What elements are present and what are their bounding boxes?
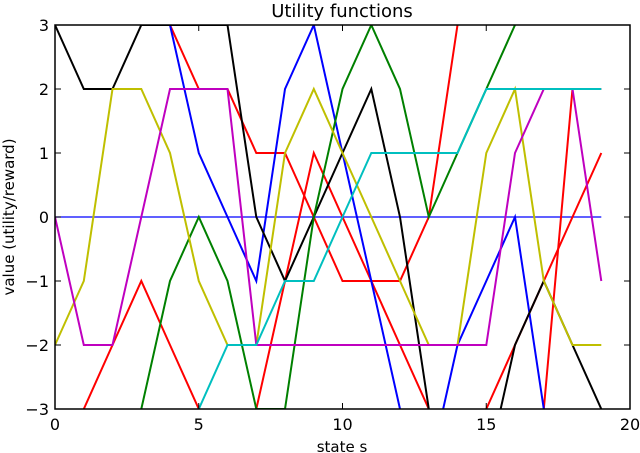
y-tick-label: 3	[39, 16, 49, 35]
series-line-5	[168, 25, 402, 409]
x-axis-title: state s	[317, 438, 368, 453]
x-tick-label: 20	[620, 415, 640, 434]
series-line-11	[55, 88, 603, 346]
series-line-12	[197, 88, 602, 409]
series-line-7	[55, 25, 603, 409]
y-tick-label: 1	[39, 144, 49, 163]
y-tick-label: −3	[25, 400, 49, 419]
chart-title: Utility functions	[271, 1, 413, 22]
series-layer	[55, 25, 603, 409]
x-tick-label: 0	[50, 415, 60, 434]
y-tick-label: 0	[39, 208, 49, 227]
y-tick-label: −1	[25, 272, 49, 291]
y-tick-label: 2	[39, 80, 49, 99]
x-tick-label: 10	[332, 415, 352, 434]
x-tick-label: 5	[194, 415, 204, 434]
y-tick-label: −2	[25, 336, 49, 355]
y-axis-title: value (utility/reward)	[0, 138, 18, 295]
series-line-6	[442, 213, 545, 409]
series-line-8	[140, 25, 517, 409]
x-tick-label: 15	[476, 415, 496, 434]
series-line-10	[55, 85, 602, 346]
tick-layer: 0 5 10 15 20 −3 −2 −1 0 1 2 3	[25, 16, 640, 434]
